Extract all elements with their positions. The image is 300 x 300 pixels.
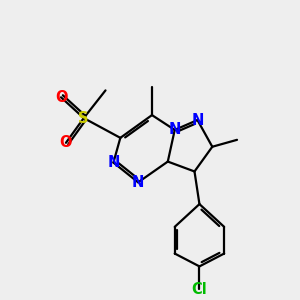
Text: O: O: [55, 90, 67, 105]
Text: N: N: [169, 122, 181, 137]
Text: S: S: [79, 111, 89, 126]
Text: N: N: [191, 112, 204, 128]
Text: N: N: [107, 155, 120, 170]
Text: Cl: Cl: [192, 282, 207, 297]
Text: O: O: [60, 135, 72, 150]
Text: N: N: [132, 175, 144, 190]
